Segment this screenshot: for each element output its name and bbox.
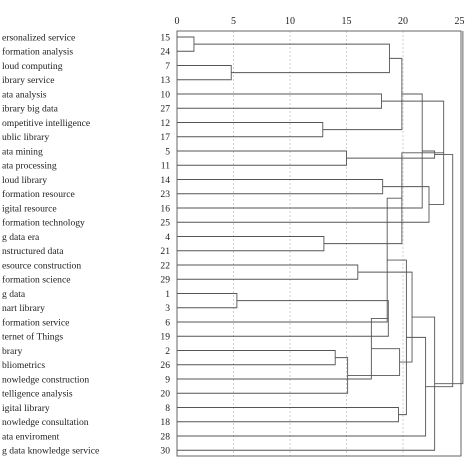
leaf-term-label: g data (2, 289, 26, 300)
leaf-term-label: nstructured data (2, 246, 64, 257)
leaf-case-number: 25 (160, 218, 170, 229)
leaf-term-label: ompetitive intelligence (2, 118, 90, 129)
leaf-term-label: ublic library (2, 132, 49, 143)
x-axis-ticks: 0 5 10 15 20 25 (175, 16, 465, 27)
dendrogram-links (177, 31, 464, 451)
dendrogram-merge-link (323, 152, 444, 245)
leaf-case-number: 29 (160, 275, 170, 286)
dendrogram-merge-link (177, 264, 359, 280)
dendrogram-merge-link (177, 93, 382, 109)
leaf-case-number: 26 (160, 360, 170, 371)
leaf-term-label: igital library (2, 403, 50, 414)
leaf-case-number: 18 (160, 417, 170, 428)
leaf-term-label: ata mining (2, 146, 43, 157)
leaf-case-number: 30 (160, 446, 170, 457)
dendrogram-merge-link (177, 316, 436, 451)
leaf-case-number: 20 (160, 389, 170, 400)
dendrogram-merge-link (346, 150, 436, 159)
dendrogram-merge-link (177, 186, 430, 223)
leaf-case-number: 1 (165, 289, 170, 300)
dendrogram-merge-link (177, 36, 195, 52)
leaf-case-number: 17 (160, 132, 170, 143)
dendrogram-merge-link (177, 197, 402, 323)
dendrogram-merge-link (177, 122, 324, 138)
x-tick-label: 5 (231, 16, 236, 27)
x-tick-label: 25 (455, 16, 465, 27)
leaf-term-label: bliometrics (2, 360, 45, 371)
leaf-case-number: 8 (165, 403, 170, 414)
x-tick-label: 15 (342, 16, 352, 27)
leaf-case-number: 4 (165, 232, 170, 243)
leaf-term-label: g data era (2, 232, 40, 243)
leaf-case-number: 5 (165, 146, 170, 157)
leaf-case-number: 23 (160, 189, 170, 200)
leaf-case-number: 19 (160, 332, 170, 343)
leaf-case-number: 9 (165, 374, 170, 385)
leaf-term-label: loud computing (2, 61, 63, 72)
dendrogram-merge-link (177, 236, 325, 252)
leaf-case-number: 28 (160, 431, 170, 442)
x-tick-label: 20 (398, 16, 408, 27)
leaf-case-number: 24 (160, 47, 170, 58)
leaf-term-label: ata enviroment (2, 431, 60, 442)
leaf-case-number: 10 (160, 89, 170, 100)
leaf-case-number: 7 (165, 61, 170, 72)
leaf-term-label: ersonalized service (2, 32, 75, 43)
leaf-term-label: loud library (2, 175, 47, 186)
leaf-term-label: telligence analysis (2, 389, 73, 400)
leaf-term-label: formation resource (2, 189, 75, 200)
leaf-case-number: 22 (160, 260, 170, 271)
leaf-term-label: nowledge consultation (2, 417, 89, 428)
leaf-term-label: ibrary service (2, 75, 54, 86)
dendrogram-merge-link (177, 150, 347, 166)
dendrogram-merge-link (177, 300, 389, 337)
leaf-case-number: 27 (160, 104, 170, 115)
leaf-term-label: igital resource (2, 203, 57, 214)
dendrogram-merge-link (177, 293, 238, 309)
leaf-case-number: 12 (160, 118, 170, 129)
dendrogram-merge-link (347, 348, 401, 376)
x-tick-label: 0 (175, 16, 180, 27)
leaf-term-label: formation science (2, 275, 70, 286)
leaf-term-label: ata analysis (2, 89, 47, 100)
leaf-term-label: formation technology (2, 218, 85, 229)
leaf-term-label: nart library (2, 303, 45, 314)
dendrogram-root-link (434, 31, 464, 385)
leaf-term-label: nowledge construction (2, 374, 89, 385)
dendrogram-merge-link (177, 65, 232, 81)
dendrogram-merge-link (177, 317, 389, 380)
leaf-case-number: 21 (160, 246, 170, 257)
leaf-case-number: 16 (160, 203, 170, 214)
leaf-term-label: brary (2, 346, 22, 357)
leaf-term-label: g data knowledge service (2, 446, 99, 457)
leaf-term-label: ata processing (2, 161, 57, 172)
leaf-case-number: 2 (165, 346, 170, 357)
leaf-case-number: 14 (160, 175, 170, 186)
dendrogram-merge-link (177, 407, 399, 423)
leaf-case-number: 15 (160, 32, 170, 43)
dendrogram-merge-link (177, 336, 427, 437)
plot-frame (176, 30, 462, 457)
leaf-case-number: 11 (161, 161, 170, 172)
x-tick-label: 10 (285, 16, 295, 27)
dendrogram-merge-link (177, 350, 336, 366)
dendrogram-merge-link (177, 357, 349, 394)
leaf-term-label: ibrary big data (2, 104, 59, 115)
leaf-term-label: formation service (2, 317, 69, 328)
dendrogram-merge-link (193, 43, 390, 74)
dendrogram-merge-link (425, 154, 454, 388)
leaf-term-label: ternet of Things (2, 332, 63, 343)
leaf-term-label: esource construction (2, 260, 81, 271)
leaf-case-number: 13 (160, 75, 170, 86)
dendrogram-merge-link (387, 259, 407, 416)
leaf-case-number: 3 (165, 303, 170, 314)
leaf-case-number: 6 (165, 317, 170, 328)
leaf-term-label: formation analysis (2, 47, 73, 58)
dendrogram-merge-link (177, 179, 384, 195)
